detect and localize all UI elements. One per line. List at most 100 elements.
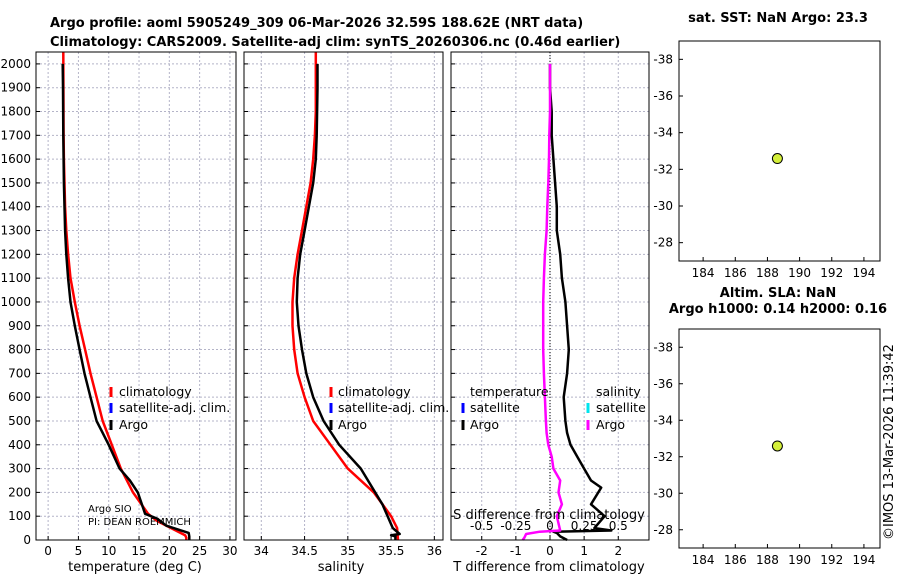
lat-tick-label: -30 — [653, 199, 673, 213]
x-tick-label: 25 — [192, 544, 207, 558]
lon-tick-label: 186 — [724, 266, 747, 280]
lat-tick-label: -36 — [653, 89, 673, 103]
x-tick-label: 36 — [427, 544, 442, 558]
axes-background — [36, 52, 236, 540]
lon-tick-label: 184 — [692, 553, 715, 567]
x-tick-label: 15 — [131, 544, 146, 558]
axes-frame — [35, 51, 237, 541]
depth-tick-label: 1800 — [0, 105, 31, 119]
axes-frame — [678, 40, 881, 262]
x-tick-label: 0 — [546, 544, 554, 558]
main-title-line1: Argo profile: aoml 5905249_309 06-Mar-20… — [50, 16, 583, 31]
sst-map-panel: 184 186 188 190 192 194 -28 -30 -32 -34 -36 -38 — [653, 40, 881, 280]
salinity-panel: 34 34.5 35 35.5 36 — [243, 51, 444, 558]
x-tick-label: 30 — [222, 544, 237, 558]
depth-tick-label: 1600 — [0, 152, 31, 166]
s-diff-tick-label: 0.5 — [609, 519, 628, 533]
sla-title-line2: Argo h1000: 0.14 h2000: 0.16 — [669, 302, 887, 317]
lon-tick-label: 184 — [692, 266, 715, 280]
lon-tick-label: 194 — [852, 266, 875, 280]
lat-tick-label: -32 — [653, 162, 673, 176]
legend-label-argo: Argo — [338, 417, 367, 432]
depth-tick-label: 0 — [23, 533, 31, 547]
x-tick-label: 10 — [101, 544, 116, 558]
legend-label-climatology: climatology — [338, 384, 411, 399]
x-tick-label: -1 — [510, 544, 522, 558]
lon-tick-label: 186 — [724, 553, 747, 567]
axes-frame — [678, 328, 881, 549]
axes-frame — [243, 51, 444, 541]
axes-background — [679, 41, 880, 261]
lon-tick-label: 192 — [820, 266, 843, 280]
depth-tick-label: 1700 — [0, 128, 31, 142]
s-diff-tick-label: -0.25 — [500, 519, 531, 533]
temperature-legend: climatology satellite-adj. clim. Argo — [109, 384, 230, 432]
axes-background — [244, 52, 443, 540]
depth-tick-label: 500 — [8, 414, 31, 428]
x-tick-label: 1 — [580, 544, 588, 558]
pi-credit: PI: DEAN ROEMMICH — [88, 517, 191, 528]
depth-tick-label: 900 — [8, 319, 31, 333]
lat-tick-label: -36 — [653, 377, 673, 391]
temperature-panel: 0 5 10 15 20 25 300100200300400500600700800900… — [0, 51, 238, 558]
imos-stamp: ©IMOS 13-Mar-2026 11:39:42 — [882, 344, 897, 540]
series-line-argo — [295, 63, 401, 540]
x-tick-label: 34.5 — [291, 544, 318, 558]
main-title-line2: Climatology: CARS2009. Satellite-adj cli… — [50, 35, 620, 50]
depth-tick-label: 1200 — [0, 247, 31, 261]
depth-tick-label: 100 — [8, 509, 31, 523]
x-tick-label: 34 — [254, 544, 269, 558]
x-tick-label: 5 — [75, 544, 83, 558]
depth-tick-label: 800 — [8, 343, 31, 357]
t-difference-xlabel: T difference from climatology — [452, 560, 645, 575]
difference-legend: temperature salinity satellite Argo sate… — [461, 384, 646, 432]
lat-tick-label: -38 — [653, 52, 673, 66]
lat-tick-label: -32 — [653, 450, 673, 464]
legend-label-temp-satellite: satellite — [470, 400, 520, 415]
depth-tick-label: 2000 — [0, 57, 31, 71]
lat-tick-label: -34 — [653, 126, 673, 140]
depth-tick-label: 1500 — [0, 176, 31, 190]
lon-tick-label: 190 — [788, 553, 811, 567]
depth-tick-label: 1100 — [0, 271, 31, 285]
legend-header-salinity: salinity — [596, 384, 641, 399]
depth-tick-label: 1900 — [0, 81, 31, 95]
depth-tick-label: 400 — [8, 438, 31, 452]
legend-label-sal-satellite: satellite — [596, 400, 646, 415]
profile-location-marker — [771, 153, 783, 165]
legend-label-satellite: satellite-adj. clim. — [338, 400, 449, 415]
profile-location-marker — [771, 440, 783, 452]
lon-tick-label: 188 — [756, 553, 779, 567]
depth-tick-label: 1300 — [0, 224, 31, 238]
series-line-climatology — [291, 52, 400, 541]
x-tick-label: 0 — [44, 544, 52, 558]
x-tick-label: -2 — [476, 544, 488, 558]
salinity-xlabel: salinity — [318, 560, 365, 575]
depth-tick-label: 1000 — [0, 295, 31, 309]
s-diff-tick-label: 0.25 — [571, 519, 598, 533]
salinity-legend: climatology satellite-adj. clim. Argo — [329, 384, 449, 432]
x-tick-label: 2 — [614, 544, 622, 558]
temperature-xlabel: temperature (deg C) — [68, 560, 202, 575]
legend-label-temp-argo: Argo — [470, 417, 499, 432]
lat-tick-label: -28 — [653, 236, 673, 250]
lat-tick-label: -30 — [653, 486, 673, 500]
legend-header-temperature: temperature — [470, 384, 549, 399]
lon-tick-label: 194 — [852, 553, 875, 567]
float-credit: Argo SIO — [88, 504, 132, 515]
depth-tick-label: 700 — [8, 366, 31, 380]
legend-label-satellite: satellite-adj. clim. — [119, 400, 230, 415]
lat-tick-label: -28 — [653, 523, 673, 537]
depth-tick-label: 300 — [8, 462, 31, 476]
sla-map-panel: 184 186 188 190 192 194 -28 -30 -32 -34 -36 -38 — [653, 328, 881, 567]
series-line-argo — [61, 63, 191, 540]
x-tick-label: 20 — [162, 544, 177, 558]
axes-frame — [450, 51, 650, 541]
series-line-argo-temperature-difference — [548, 63, 613, 542]
s-difference-xlabel: S difference from climatology — [453, 508, 645, 523]
x-tick-label: 35.5 — [378, 544, 405, 558]
depth-tick-label: 1400 — [0, 200, 31, 214]
legend-label-climatology: climatology — [119, 384, 192, 399]
